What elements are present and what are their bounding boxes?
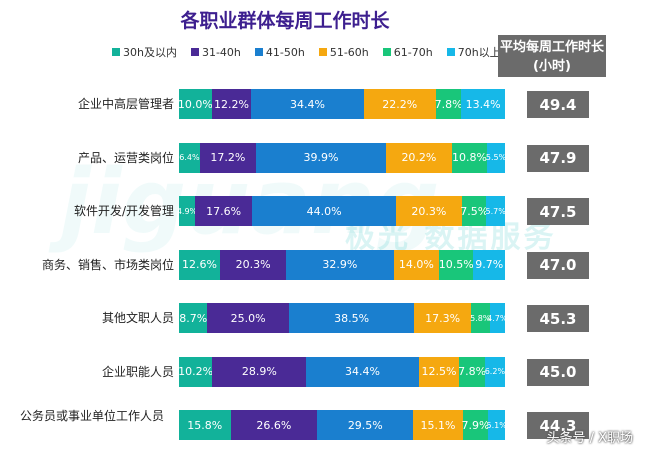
- avg-hours-value: 47.0: [527, 251, 589, 279]
- row-label: 其他文职人员: [101, 311, 174, 325]
- legend-swatch: [446, 48, 455, 56]
- legend-swatch: [190, 48, 199, 56]
- bar-segment: 6.2%: [485, 356, 505, 387]
- row-label: 公务员或事业单位工作人员: [19, 409, 164, 423]
- bar-segment: 34.4%: [306, 356, 419, 387]
- legend-item: 41-50h: [254, 44, 305, 60]
- legend-label: 61-70h: [393, 45, 433, 59]
- legend-item: 30h及以内: [112, 44, 177, 60]
- legend-swatch: [318, 48, 327, 56]
- bar-segment: 44.0%: [252, 196, 396, 226]
- avg-hours-value: 49.4: [527, 91, 589, 118]
- bar-segment: 5.5%: [486, 142, 506, 173]
- avg-hours-header: 平均每周工作时长(小时): [498, 35, 606, 77]
- legend-label: 70h以上: [457, 46, 501, 59]
- bar-segment: 5.7%: [486, 196, 506, 226]
- bar-segment: 7.8%: [435, 89, 463, 119]
- legend-label: 30h及以内: [123, 46, 177, 59]
- legend-label: 41-50h: [265, 45, 305, 59]
- legend-swatch: [382, 48, 391, 56]
- row-label: 产品、运营类岗位: [77, 150, 174, 165]
- bar-segment: 14.0%: [393, 249, 440, 280]
- bar-segment: 38.5%: [288, 303, 415, 333]
- legend-swatch: [254, 48, 263, 56]
- bar-segment: 28.9%: [212, 356, 307, 387]
- bar-segment: 32.9%: [286, 249, 394, 280]
- bar-segment: 22.2%: [363, 89, 436, 119]
- bar-segment: 10.5%: [439, 249, 474, 280]
- bar-segment: 20.2%: [386, 142, 452, 173]
- bar-segment: 7.5%: [460, 196, 488, 226]
- footer-source: 头条号 / X职场: [546, 431, 633, 446]
- bar-segment: 4.7%: [487, 303, 508, 333]
- bar-segment: 39.9%: [255, 142, 386, 173]
- avg-hours-value: 47.5: [527, 198, 589, 225]
- bar-segment: 10.2%: [178, 356, 213, 387]
- bar-segment: 5.8%: [470, 303, 490, 333]
- bar-segment: 20.3%: [220, 249, 287, 280]
- bar-segment: 6.4%: [179, 142, 200, 173]
- legend-label: 51-60h: [329, 45, 369, 59]
- chart-legend: 30h及以内 31-40h 41-50h 51-60h 61-70h 70h以上: [112, 44, 501, 60]
- legend-item: 70h以上: [446, 44, 501, 60]
- bar-segment: 12.2%: [211, 89, 252, 119]
- bar-segment: 25.0%: [207, 303, 289, 333]
- legend-item: 61-70h: [382, 44, 433, 60]
- avg-hours-value: 44.3: [527, 412, 589, 439]
- bar-segment: 7.9%: [462, 410, 489, 440]
- row-label: 商务、销售、市场类岗位: [41, 257, 174, 272]
- bar-segment: 29.5%: [317, 410, 414, 440]
- bar-segment: 12.5%: [418, 356, 460, 387]
- avg-hours-value: 45.3: [527, 305, 589, 332]
- bar-segment: 15.1%: [413, 410, 463, 440]
- bar-segment: 10.0%: [178, 89, 213, 119]
- avg-hours-value: 45.0: [527, 358, 589, 386]
- bar-segment: 17.3%: [414, 303, 471, 333]
- legend-item: 51-60h: [318, 44, 369, 60]
- bar-segment: 17.2%: [199, 142, 256, 173]
- bar-segment: 15.8%: [179, 410, 231, 440]
- legend-swatch: [112, 48, 120, 56]
- row-label: 企业中高层管理者: [77, 97, 174, 111]
- bar-segment: 10.8%: [451, 142, 488, 173]
- bar-segment: 4.9%: [177, 196, 197, 226]
- bar-segment: 5.1%: [487, 410, 507, 440]
- bar-segment: 9.7%: [473, 249, 505, 280]
- legend-label: 31-40h: [201, 45, 241, 59]
- row-label: 软件开发/开发管理: [73, 204, 174, 218]
- bar-segment: 13.4%: [461, 89, 505, 119]
- bar-segment: 12.6%: [179, 249, 221, 280]
- bar-segment: 34.4%: [251, 89, 364, 119]
- bar-segment: 20.3%: [395, 196, 462, 226]
- bar-segment: 17.6%: [194, 196, 253, 226]
- bar-segment: 8.7%: [179, 303, 208, 333]
- avg-hours-value: 47.9: [527, 144, 589, 172]
- bar-segment: 26.6%: [230, 410, 318, 440]
- bar-segment: 7.8%: [458, 356, 486, 387]
- chart-title: 各职业群体每周工作时长: [180, 10, 390, 32]
- legend-item: 31-40h: [190, 44, 241, 60]
- row-label: 企业职能人员: [101, 364, 174, 379]
